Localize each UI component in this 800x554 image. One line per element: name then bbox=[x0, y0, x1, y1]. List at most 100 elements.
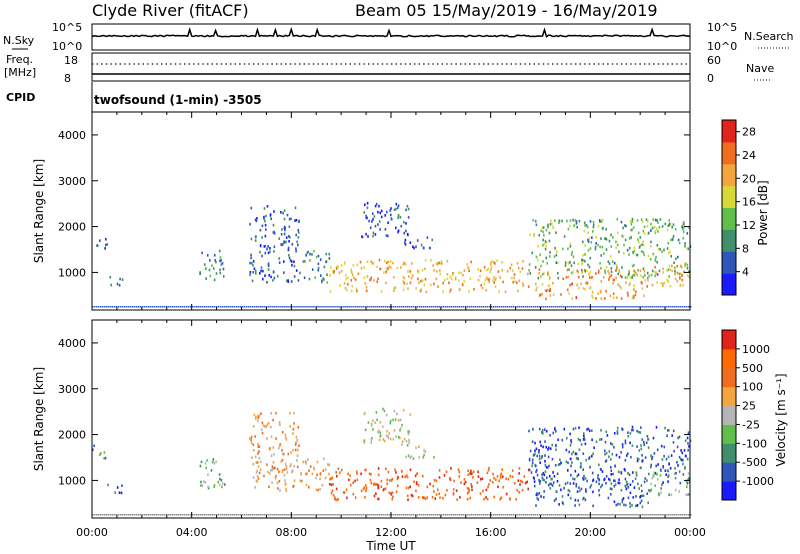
data-cell bbox=[541, 226, 544, 229]
data-cell bbox=[309, 514, 311, 516]
data-cell bbox=[585, 488, 587, 491]
data-cell bbox=[480, 306, 483, 308]
data-cell bbox=[631, 297, 634, 300]
data-cell bbox=[123, 514, 126, 516]
data-cell bbox=[497, 485, 499, 489]
data-cell bbox=[493, 261, 496, 265]
data-cell bbox=[437, 488, 439, 492]
data-cell bbox=[545, 244, 547, 248]
data-cell bbox=[266, 247, 268, 251]
data-cell bbox=[219, 306, 222, 308]
data-cell bbox=[646, 514, 648, 516]
data-cell bbox=[292, 485, 294, 488]
data-cell bbox=[257, 416, 260, 419]
data-cell bbox=[410, 306, 413, 308]
data-cell bbox=[642, 276, 644, 279]
data-cell bbox=[364, 428, 367, 432]
data-cell bbox=[250, 438, 252, 442]
data-cell bbox=[510, 306, 513, 308]
data-cell bbox=[303, 514, 305, 516]
data-cell bbox=[422, 496, 424, 499]
data-cell bbox=[615, 453, 618, 457]
freq-unit-label: [MHz] bbox=[4, 66, 36, 79]
data-cell bbox=[201, 251, 203, 255]
colorbar-tick-label: 100 bbox=[742, 381, 763, 394]
data-cell bbox=[331, 476, 334, 480]
data-cell bbox=[646, 224, 649, 228]
data-cell bbox=[514, 306, 517, 308]
data-cell bbox=[189, 514, 192, 516]
data-cell bbox=[676, 280, 679, 283]
data-cell bbox=[557, 261, 559, 265]
data-cell bbox=[610, 493, 612, 496]
data-cell bbox=[220, 479, 223, 482]
data-cell bbox=[577, 437, 580, 441]
data-cell bbox=[312, 466, 315, 470]
data-cell bbox=[480, 514, 483, 516]
data-cell bbox=[490, 306, 493, 308]
data-cell bbox=[311, 306, 313, 308]
data-cell bbox=[344, 261, 346, 264]
data-cell bbox=[330, 477, 332, 481]
y-tick-label: 4000 bbox=[58, 129, 86, 142]
data-cell bbox=[452, 514, 455, 516]
data-cell bbox=[546, 262, 548, 265]
data-cell bbox=[560, 293, 562, 296]
data-cell bbox=[631, 276, 633, 279]
data-cell bbox=[193, 514, 196, 516]
data-cell bbox=[308, 277, 311, 281]
data-cell bbox=[587, 427, 590, 431]
data-cell bbox=[674, 272, 676, 276]
data-cell bbox=[378, 258, 381, 262]
data-cell bbox=[217, 514, 220, 516]
data-cell bbox=[565, 276, 568, 279]
data-cell bbox=[133, 306, 136, 308]
data-cell bbox=[677, 238, 680, 242]
data-cell bbox=[381, 425, 384, 428]
data-cell bbox=[676, 461, 678, 464]
data-cell bbox=[662, 481, 664, 484]
data-cell bbox=[550, 222, 553, 225]
data-cell bbox=[385, 467, 387, 471]
colorbar-tick-label: 25 bbox=[742, 400, 756, 413]
data-cell bbox=[542, 238, 544, 242]
data-cell bbox=[687, 442, 689, 445]
data-cell bbox=[668, 222, 671, 226]
data-cell bbox=[598, 463, 600, 467]
data-cell bbox=[262, 277, 264, 281]
data-cell bbox=[363, 211, 365, 214]
cpid-label: CPID bbox=[6, 91, 35, 104]
data-cell bbox=[553, 499, 556, 502]
data-cell bbox=[480, 284, 482, 287]
data-cell bbox=[644, 306, 646, 308]
data-cell bbox=[296, 438, 299, 442]
data-cell bbox=[330, 266, 332, 269]
data-cell bbox=[572, 477, 574, 481]
data-cell bbox=[488, 280, 490, 284]
data-cell bbox=[581, 261, 583, 264]
data-cell bbox=[672, 223, 675, 226]
data-cell bbox=[605, 266, 608, 269]
data-cell bbox=[613, 479, 615, 482]
data-cell bbox=[221, 262, 224, 265]
data-cell bbox=[572, 306, 574, 308]
data-cell bbox=[351, 273, 354, 277]
data-cell bbox=[245, 306, 247, 308]
data-cell bbox=[498, 290, 500, 293]
data-cell bbox=[377, 210, 379, 214]
data-cell bbox=[260, 269, 262, 273]
data-cell bbox=[397, 514, 399, 516]
data-cell bbox=[504, 514, 507, 516]
data-cell bbox=[646, 220, 649, 223]
data-cell bbox=[450, 277, 453, 281]
data-cell bbox=[297, 279, 300, 282]
data-cell bbox=[534, 514, 536, 516]
data-cell bbox=[454, 306, 457, 308]
data-cell bbox=[642, 514, 644, 516]
data-cell bbox=[568, 489, 571, 493]
data-cell bbox=[570, 264, 573, 267]
data-cell bbox=[595, 480, 598, 484]
data-cell bbox=[407, 486, 410, 490]
data-cell bbox=[387, 435, 389, 438]
data-cell bbox=[486, 497, 489, 501]
